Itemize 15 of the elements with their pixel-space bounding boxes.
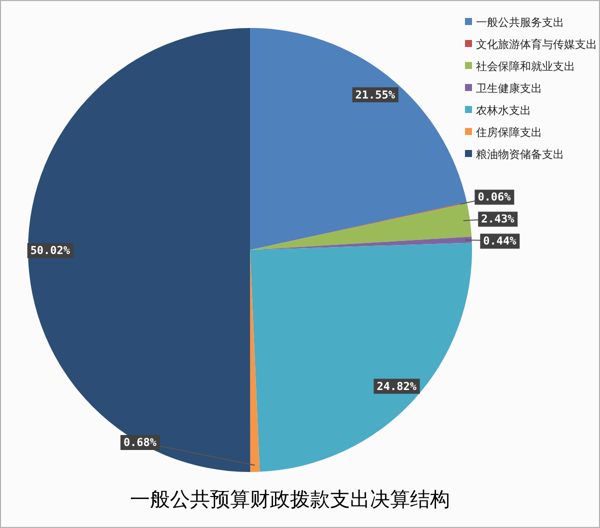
data-label: 2.43% xyxy=(481,212,515,226)
legend-label: 一般公共服务支出 xyxy=(476,16,564,29)
legend-label: 农林水支出 xyxy=(476,104,531,117)
data-label: 21.55% xyxy=(355,88,396,102)
legend-label: 卫生健康支出 xyxy=(476,82,542,95)
data-label: 50.02% xyxy=(30,244,70,258)
legend-label: 住房保障支出 xyxy=(476,126,542,139)
legend-label: 社会保障和就业支出 xyxy=(476,60,575,73)
text: 一般公共预算财政拨款支出决算结构 xyxy=(130,487,450,511)
data-label: 0.44% xyxy=(483,234,517,248)
legend-label: 文化旅游体育与传媒支出 xyxy=(476,38,597,51)
legend-label: 粮油物资储备支出 xyxy=(476,148,564,161)
data-label: 0.68% xyxy=(123,436,157,449)
data-label: 24.82% xyxy=(376,380,417,393)
data-label: 0.06% xyxy=(478,190,512,204)
